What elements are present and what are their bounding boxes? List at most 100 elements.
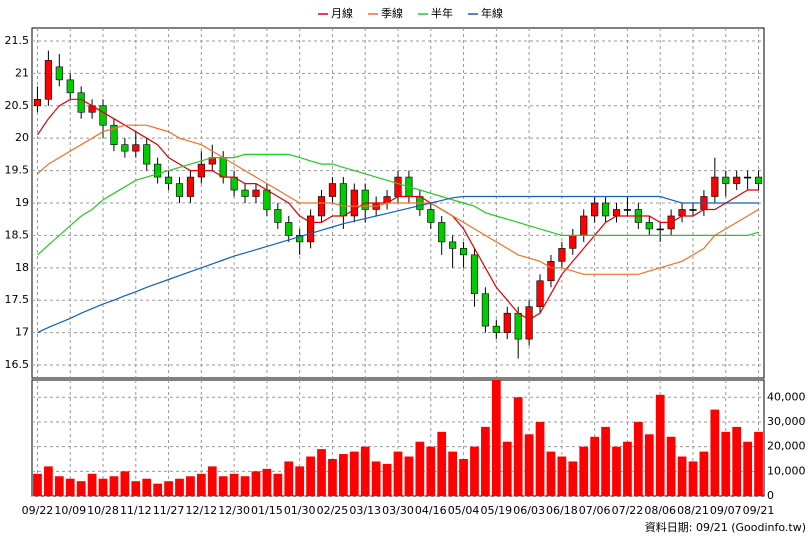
candle-body [449, 241, 457, 249]
candle-body [263, 189, 271, 210]
x-tick-label: 09/21 [743, 504, 775, 517]
candle-body [296, 235, 304, 243]
x-tick-label: 12/30 [218, 504, 250, 517]
x-tick-label: 10/28 [87, 504, 119, 517]
x-tick-label: 05/04 [448, 504, 480, 517]
candle-body [525, 306, 533, 340]
x-tick-label: 06/03 [513, 504, 545, 517]
x-tick-label: 08/06 [644, 504, 676, 517]
volume-bar [120, 471, 130, 496]
moving-average-line [37, 195, 759, 334]
volume-bar [273, 473, 283, 496]
volume-bar [44, 466, 53, 496]
candle-body [350, 189, 358, 217]
candle-body [591, 202, 599, 217]
volume-bar [262, 468, 272, 496]
x-tick-label: 10/09 [54, 504, 86, 517]
candle-body [99, 105, 107, 126]
candle-body [339, 183, 347, 217]
volume-bar [721, 431, 731, 496]
candle-body [328, 183, 337, 197]
footer: 資料日期: 09/21 (Goodinfo.tw) [645, 520, 806, 534]
candle-body [394, 176, 402, 197]
volume-bar [175, 478, 184, 496]
x-tick-label: 11/27 [153, 504, 185, 517]
volume-bar [426, 446, 436, 496]
candle-body [744, 176, 752, 179]
y-tick-label: 19.5 [5, 164, 30, 177]
candle-body [656, 228, 664, 231]
volume-bar [317, 449, 326, 496]
y-tick-label: 19 [15, 196, 29, 209]
volume-bar [710, 409, 720, 496]
volume-bar [284, 461, 294, 496]
volume-bar [491, 380, 501, 496]
candle-body [132, 144, 140, 152]
x-tick-label: 11/12 [120, 504, 152, 517]
volume-bar [459, 458, 468, 496]
candle-body [754, 176, 763, 184]
volume-bar [54, 476, 64, 496]
candle-body [154, 163, 162, 178]
y-tick-label: 20.5 [5, 99, 30, 112]
y2-tick-label: 20,000 [767, 440, 806, 453]
y-tick-label: 18.5 [5, 228, 30, 241]
volume-bar [513, 397, 523, 496]
volume-bar [743, 441, 752, 496]
candle-body [503, 312, 511, 333]
candle-body [514, 312, 522, 340]
volume-bar [437, 431, 447, 496]
x-tick-label: 06/18 [546, 504, 578, 517]
volume-bar [644, 434, 654, 496]
candle-body [110, 124, 118, 145]
x-tick-label: 07/06 [579, 504, 611, 517]
x-tick-label: 05/19 [480, 504, 512, 517]
candle-body [164, 176, 173, 184]
x-tick-label: 03/13 [349, 504, 381, 517]
x-tick-label: 08/21 [677, 504, 709, 517]
y-tick-label: 16.5 [5, 358, 30, 371]
candle-body [252, 189, 260, 197]
volume-bar [633, 421, 643, 496]
candle-body [623, 209, 632, 211]
candle-body [459, 248, 468, 256]
volume-bar [240, 476, 250, 496]
volume-bar [448, 451, 457, 496]
candle-body [317, 196, 326, 217]
legend-label: 月線 [331, 6, 353, 20]
volume-bar [229, 473, 239, 496]
candle-body [121, 144, 129, 152]
candle-body [307, 215, 315, 243]
candle-body [492, 325, 500, 333]
y-tick-label: 17.5 [5, 293, 30, 306]
volume-bar [306, 456, 315, 496]
candle-body [481, 293, 489, 327]
y2-tick-label: 10,000 [767, 464, 806, 477]
volume-bar [360, 446, 370, 496]
volume-bar [33, 473, 42, 496]
volume-bar [153, 483, 163, 496]
x-tick-label: 12/12 [185, 504, 217, 517]
volume-bar [218, 476, 228, 496]
volume-bar [699, 451, 709, 496]
candle-body [689, 209, 697, 211]
volume-bar [404, 456, 414, 496]
volume-bar [186, 476, 195, 496]
volume-bar [207, 466, 217, 496]
volume-bar [196, 473, 206, 496]
volume-bar [65, 478, 75, 496]
moving-average-line [37, 153, 759, 256]
volume-bar [732, 426, 742, 496]
volume-bar [754, 431, 763, 496]
candle-body [438, 222, 446, 243]
volume-bar [535, 421, 545, 496]
candle-body [175, 183, 184, 197]
volume-bar [164, 481, 173, 496]
volume-bar [546, 451, 556, 496]
volume-bar [142, 478, 152, 496]
y-tick-label: 21.5 [5, 34, 30, 47]
candle-body [44, 60, 52, 100]
volume-bar [109, 476, 119, 496]
volume-bar [688, 461, 698, 496]
y-tick-label: 18 [15, 261, 29, 274]
